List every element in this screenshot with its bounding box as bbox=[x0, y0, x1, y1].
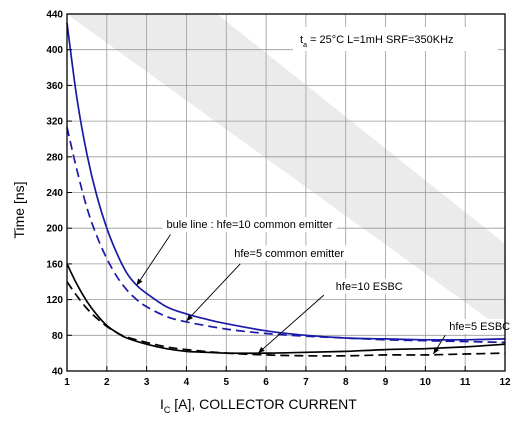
y-tick-label-400: 400 bbox=[46, 45, 63, 56]
y-tick-label-240: 240 bbox=[46, 188, 63, 199]
axes: 1 2 3 4 5 6 7 8 9 10 11 124080120160200240280320360… bbox=[46, 10, 511, 389]
condition-rest: = 25°C L=1mH SRF=350KHz bbox=[307, 34, 454, 46]
y-axis-title: Time [ns] bbox=[11, 181, 27, 238]
annotation-label-bg-1 bbox=[230, 245, 349, 261]
condition-t: t bbox=[300, 34, 303, 46]
annotation-label-1: hfe=5 common emitter bbox=[234, 248, 344, 260]
series-line-hfe-5-common-emitter bbox=[66, 127, 506, 344]
series-group bbox=[66, 22, 506, 357]
annotation-label-3: hfe=5 ESBC bbox=[449, 321, 510, 333]
annotation-leader-2 bbox=[257, 294, 325, 354]
x-axis-title-rest: [A], COLLECTOR CURRENT bbox=[170, 396, 357, 412]
series-line-hfe-5-esbc bbox=[66, 281, 506, 357]
x-tick-label-4: 4 bbox=[184, 377, 190, 388]
condition-label: ta = 25°C L=1mH SRF=350KHz bbox=[300, 34, 454, 49]
annotation-label-bg-2 bbox=[331, 278, 407, 294]
annotation-label-bg-0 bbox=[162, 217, 337, 233]
condition-box bbox=[293, 27, 498, 51]
annotation-arrowhead-1 bbox=[186, 314, 193, 322]
x-axis-title-subscript: C bbox=[164, 405, 171, 415]
annotation-label-2: hfe=10 ESBC bbox=[336, 281, 403, 293]
y-tick-label-120: 120 bbox=[46, 295, 63, 306]
annotation-arrowhead-0 bbox=[136, 278, 143, 286]
x-axis-title-main: I bbox=[160, 396, 164, 412]
y-tick-label-360: 360 bbox=[46, 81, 63, 92]
x-tick-label-7: 7 bbox=[303, 377, 309, 388]
annotation-label-bg-3 bbox=[445, 318, 513, 334]
y-tick-label-200: 200 bbox=[46, 224, 63, 235]
y-tick-label-440: 440 bbox=[46, 10, 63, 21]
y-tick-label-80: 80 bbox=[52, 331, 64, 342]
annotation-leader-0 bbox=[136, 234, 171, 286]
condition-subscript: a bbox=[303, 42, 307, 49]
annotation-arrowhead-3 bbox=[433, 347, 440, 355]
x-tick-label-5: 5 bbox=[223, 377, 229, 388]
x-tick-label-1: 1 bbox=[64, 377, 70, 388]
y-tick-label-40: 40 bbox=[52, 367, 64, 378]
y-tick-label-160: 160 bbox=[46, 259, 63, 270]
grid bbox=[66, 13, 506, 372]
series-line-hfe-10-esbc bbox=[66, 263, 506, 355]
annotation-label-0: bule line : hfe=10 common emitter bbox=[167, 219, 333, 231]
x-tick-label-9: 9 bbox=[383, 377, 389, 388]
x-tick-label-12: 12 bbox=[499, 377, 511, 388]
y-tick-label-280: 280 bbox=[46, 152, 63, 163]
background-decoration bbox=[67, 14, 505, 331]
x-tick-label-11: 11 bbox=[460, 377, 471, 388]
x-axis-title: IC [A], COLLECTOR CURRENT bbox=[160, 396, 357, 415]
annotations: bule line : hfe=10 common emitter hfe=5 c… bbox=[136, 217, 513, 355]
y-tick-label-320: 320 bbox=[46, 117, 63, 128]
x-tick-label-2: 2 bbox=[104, 377, 110, 388]
x-tick-label-10: 10 bbox=[420, 377, 432, 388]
annotation-leader-1 bbox=[186, 263, 241, 322]
x-tick-label-8: 8 bbox=[343, 377, 349, 388]
annotation-arrowhead-2 bbox=[258, 346, 265, 354]
x-tick-label-6: 6 bbox=[263, 377, 269, 388]
background-band bbox=[67, 14, 505, 331]
x-tick-label-3: 3 bbox=[144, 377, 150, 388]
